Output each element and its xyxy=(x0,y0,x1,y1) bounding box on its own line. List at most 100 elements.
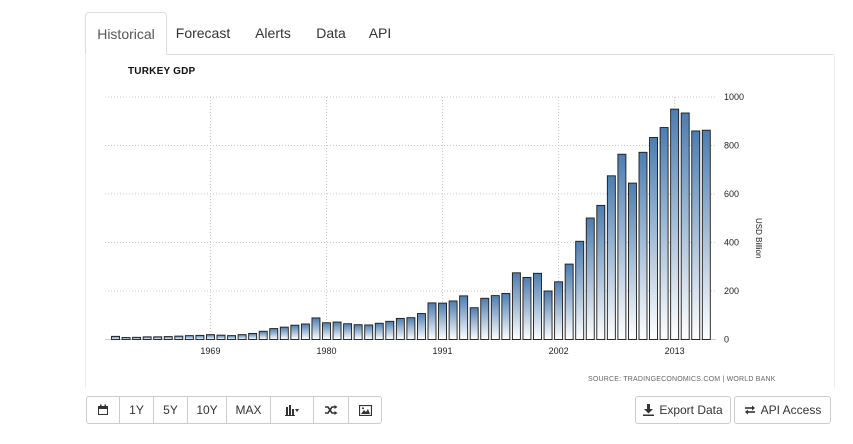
exchange-icon xyxy=(744,405,755,415)
chart-title: TURKEY GDP xyxy=(128,66,196,77)
bar-1987[interactable] xyxy=(395,317,405,340)
export-data-label: Export Data xyxy=(659,403,723,417)
bar-2013[interactable] xyxy=(670,108,680,340)
tab-bar: Historical Forecast Alerts Data API xyxy=(85,12,833,55)
bar-1991[interactable] xyxy=(438,302,447,340)
bar-1998[interactable] xyxy=(511,272,521,340)
bar-1995[interactable] xyxy=(480,297,490,340)
bar-1965[interactable] xyxy=(163,336,173,340)
bar-1970[interactable] xyxy=(216,334,226,340)
bar-1972[interactable] xyxy=(237,334,247,340)
bar-2007[interactable] xyxy=(606,175,616,340)
bar-1963[interactable] xyxy=(142,336,152,340)
export-toolbar: Export Data xyxy=(635,396,731,426)
bar-2015[interactable] xyxy=(691,130,701,340)
chart-source: SOURCE: TRADINGECONOMICS.COM | WORLD BAN… xyxy=(588,376,776,383)
bar-2008[interactable] xyxy=(617,153,627,340)
bar-1978[interactable] xyxy=(300,323,310,340)
bar-2009[interactable] xyxy=(628,182,637,340)
y-tick-label: 0 xyxy=(724,335,729,345)
bar-1985[interactable] xyxy=(374,322,384,340)
bar-2001[interactable] xyxy=(543,290,553,340)
download-icon xyxy=(643,404,655,416)
api-access-button[interactable]: API Access xyxy=(734,396,831,424)
bar-2016[interactable] xyxy=(701,129,711,340)
bar-1986[interactable] xyxy=(385,320,395,340)
bar-2000[interactable] xyxy=(533,272,542,340)
chart-panel xyxy=(85,54,835,388)
bar-1964[interactable] xyxy=(153,336,163,340)
chart-type-button[interactable] xyxy=(270,396,314,424)
tab-data[interactable]: Data xyxy=(316,25,346,41)
y-tick-label: 200 xyxy=(724,286,739,296)
chart-toolbar: 1Y 5Y 10Y MAX xyxy=(86,396,382,426)
image-icon xyxy=(358,404,372,416)
calendar-button[interactable] xyxy=(86,396,120,424)
bar-1981[interactable] xyxy=(332,321,342,340)
bar-1968[interactable] xyxy=(195,334,205,340)
y-tick-label: 800 xyxy=(724,141,739,151)
export-data-button[interactable]: Export Data xyxy=(635,396,731,424)
shuffle-icon xyxy=(324,405,337,415)
api-toolbar: API Access xyxy=(734,396,831,426)
range-5y-button[interactable]: 5Y xyxy=(153,396,188,424)
bar-2010[interactable] xyxy=(638,151,648,340)
bar-1976[interactable] xyxy=(279,326,289,340)
bar-1999[interactable] xyxy=(522,276,532,340)
bar-1977[interactable] xyxy=(290,324,300,340)
tab-forecast[interactable]: Forecast xyxy=(175,25,231,41)
bar-1989[interactable] xyxy=(417,313,426,340)
bar-2012[interactable] xyxy=(659,127,669,340)
bar-1971[interactable] xyxy=(227,335,237,340)
bar-1966[interactable] xyxy=(174,335,184,340)
bar-1990[interactable] xyxy=(427,302,437,340)
bar-1967[interactable] xyxy=(184,335,194,340)
shuffle-button[interactable] xyxy=(313,396,349,424)
bar-2005[interactable] xyxy=(585,217,595,340)
bar-1997[interactable] xyxy=(501,292,511,340)
range-10y-button[interactable]: 10Y xyxy=(187,396,227,424)
bar-1982[interactable] xyxy=(343,323,353,340)
bar-1988[interactable] xyxy=(406,317,416,340)
range-max-button[interactable]: MAX xyxy=(226,396,271,424)
x-tick-label: 1969 xyxy=(200,346,220,356)
bar-1969[interactable] xyxy=(205,334,215,340)
bar-2004[interactable] xyxy=(575,240,585,340)
x-tick-label: 1980 xyxy=(316,346,336,356)
bar-2011[interactable] xyxy=(649,137,658,340)
bar-1984[interactable] xyxy=(364,324,374,340)
y-axis-label: USD Billion xyxy=(754,218,763,259)
bar-2003[interactable] xyxy=(564,263,574,340)
bar-chart-icon xyxy=(285,405,299,416)
bar-2006[interactable] xyxy=(596,204,606,340)
x-tick-label: 1991 xyxy=(433,346,453,356)
bar-1962[interactable] xyxy=(132,336,142,340)
tab-api[interactable]: API xyxy=(368,25,392,41)
bar-1960[interactable] xyxy=(111,335,120,340)
y-tick-label: 1000 xyxy=(724,92,744,102)
bar-1983[interactable] xyxy=(353,324,363,340)
bar-1974[interactable] xyxy=(258,330,268,340)
bar-1992[interactable] xyxy=(448,300,458,340)
bar-1961[interactable] xyxy=(121,337,131,340)
range-1y-button[interactable]: 1Y xyxy=(119,396,154,424)
calendar-icon xyxy=(98,404,108,415)
bar-2002[interactable] xyxy=(554,281,564,340)
tab-alerts[interactable]: Alerts xyxy=(255,25,291,41)
x-tick-label: 2013 xyxy=(665,346,685,356)
y-tick-label: 400 xyxy=(724,238,739,248)
x-tick-label: 2002 xyxy=(549,346,569,356)
tab-historical[interactable]: Historical xyxy=(85,12,167,55)
image-button[interactable] xyxy=(348,396,382,424)
y-tick-label: 600 xyxy=(724,189,739,199)
api-access-label: API Access xyxy=(760,403,822,417)
bar-1993[interactable] xyxy=(459,295,469,340)
bar-1994[interactable] xyxy=(469,307,479,340)
bar-1975[interactable] xyxy=(269,328,279,340)
bar-1979[interactable] xyxy=(311,317,321,340)
bar-1973[interactable] xyxy=(248,332,258,340)
bar-1996[interactable] xyxy=(490,295,500,340)
bar-1980[interactable] xyxy=(322,322,331,340)
bar-2014[interactable] xyxy=(680,112,690,340)
